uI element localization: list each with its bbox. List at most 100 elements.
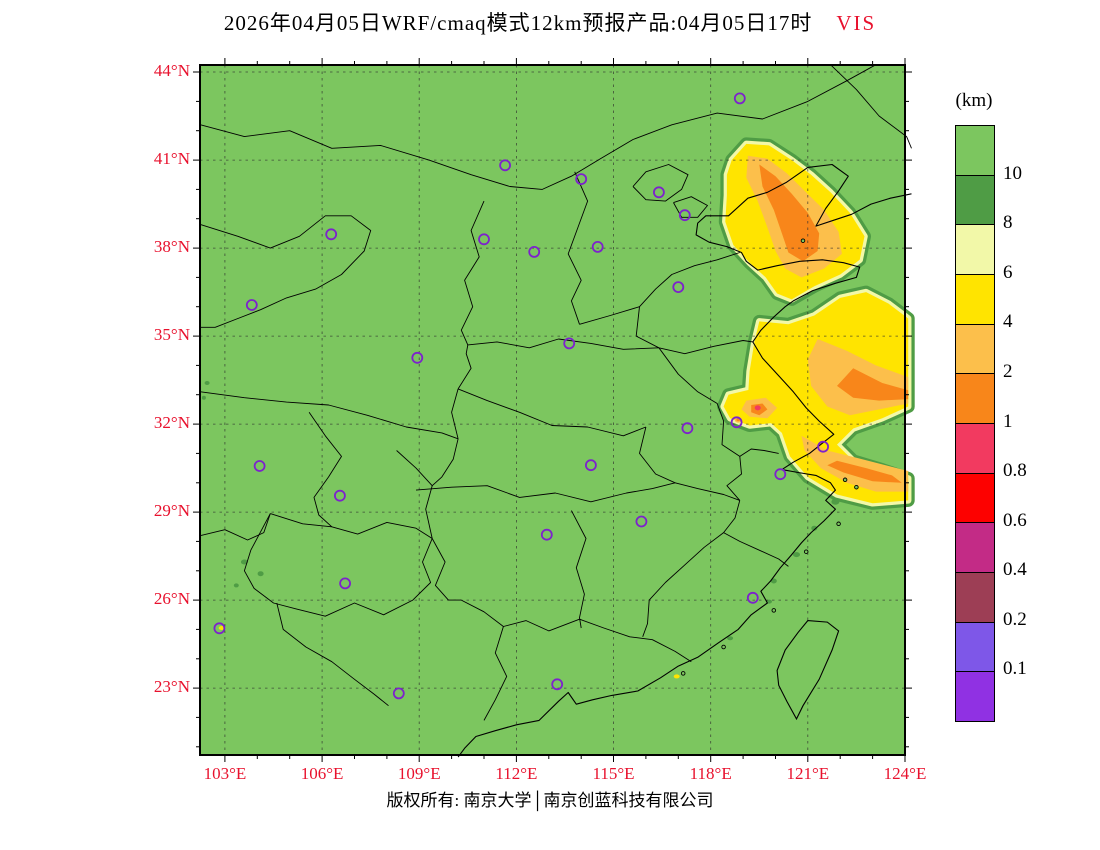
legend-boundary-label: 0.2 <box>1003 608 1027 630</box>
lon-tick-label: 118°E <box>689 764 732 783</box>
city-marker <box>817 440 829 453</box>
legend-boundary-label: 6 <box>1003 261 1013 283</box>
province-border <box>723 500 789 567</box>
city-marker <box>774 468 787 481</box>
legend-boundary-labels: 10 8 6 4 2 1 0.8 0.6 0.4 0.2 0.1 <box>1003 0 1073 850</box>
province-border <box>431 438 459 487</box>
province-border <box>567 171 589 325</box>
lon-tick-label: 103°E <box>203 764 247 783</box>
province-border <box>457 388 647 437</box>
map-frame <box>199 64 906 756</box>
title-vis-tag2: VIS <box>836 11 877 35</box>
vis-region-yunnan-speck-2 <box>257 571 264 577</box>
legend-boundary-label: 0.1 <box>1003 658 1027 680</box>
province-border <box>243 513 433 617</box>
legend-cell-0.8-1 <box>956 424 994 474</box>
city-marker <box>652 186 665 199</box>
province-border <box>639 426 676 484</box>
province-border <box>270 513 433 539</box>
vis-region-coastal-speck-3 <box>793 552 800 558</box>
vis-region-jiangsu-low-core <box>754 405 761 411</box>
legend-colorbar <box>955 125 995 722</box>
city-marker <box>325 228 338 241</box>
province-border <box>200 391 459 440</box>
taiwan-island <box>776 620 840 721</box>
lat-tick-label: 35°N <box>153 325 190 345</box>
city-marker <box>733 92 746 105</box>
island-dot <box>854 484 859 490</box>
vis-region-shantou-speck-4-6km <box>673 674 680 679</box>
lon-tick-label: 106°E <box>300 764 344 783</box>
city-marker <box>635 515 648 528</box>
legend-boundary-label: 2 <box>1003 360 1013 382</box>
legend-boundary-label: 4 <box>1003 311 1013 333</box>
province-border <box>639 252 740 308</box>
city-marker <box>730 416 743 429</box>
legend-units-label: (km) <box>955 90 993 111</box>
province-border <box>558 338 659 350</box>
vis-region-kunming-speck-4-6km <box>218 626 225 630</box>
lat-tick-label: 32°N <box>153 413 190 433</box>
city-marker <box>478 233 490 246</box>
lon-tick-label: 115°E <box>592 764 635 783</box>
legend-boundary-label: 0.6 <box>1003 509 1027 531</box>
vis-region-coastal-speck-6 <box>727 636 734 641</box>
city-marker <box>563 337 576 350</box>
vis-region-yunnan-speck-1 <box>240 559 248 565</box>
legend-boundary-label: 8 <box>1003 212 1013 234</box>
vis-region-yunnan-speck-3 <box>233 583 239 588</box>
province-border <box>415 482 740 503</box>
vis-region-coastal-speck-2 <box>811 525 818 531</box>
vis-region-coastal-speck-1 <box>831 498 840 505</box>
city-marker <box>672 281 685 294</box>
city-marker <box>591 240 604 253</box>
island-dot <box>803 549 809 554</box>
vis-region-west-speck-2 <box>201 395 206 400</box>
legend-cell-gt10 <box>956 126 994 176</box>
page-title: 2026年04月05日WRF/cmaq模式12km预报产品:04月05日17时 V… <box>0 7 1100 37</box>
city-marker <box>528 245 541 258</box>
province-border <box>726 456 742 501</box>
coastline <box>457 163 912 758</box>
province-border <box>431 538 462 601</box>
province-border <box>308 412 342 528</box>
legend-cell-0.6-0.8 <box>956 473 994 524</box>
province-border <box>461 599 692 663</box>
city-marker <box>253 460 266 472</box>
legend-cell-lt0.1 <box>956 672 994 722</box>
legend-boundary-label: 0.8 <box>1003 460 1027 482</box>
city-marker <box>681 422 694 435</box>
legend-boundary-label: 10 <box>1003 162 1022 184</box>
title-text: 2026年04月05日WRF/cmaq模式12km预报产品:04月05日17时 <box>223 11 813 35</box>
city-marker <box>411 351 424 364</box>
city-marker <box>584 459 597 472</box>
legend-cell-2-4 <box>956 324 994 375</box>
province-border <box>200 64 877 190</box>
legend-boundary-label: 0.4 <box>1003 559 1027 581</box>
city-marker <box>540 528 553 541</box>
province-border <box>451 388 459 439</box>
province-border <box>483 626 508 721</box>
island-dot <box>800 238 806 243</box>
province-border <box>658 347 779 457</box>
province-border <box>830 64 912 149</box>
city-marker <box>333 489 346 502</box>
city-marker <box>339 577 352 590</box>
legend-cell-8-10 <box>956 175 994 226</box>
island-dot <box>680 671 686 676</box>
lon-tick-label: 112°E <box>495 764 538 783</box>
lon-tick-label: 109°E <box>397 764 441 783</box>
lat-tick-label: 41°N <box>153 149 190 169</box>
legend-cell-4-6 <box>956 275 994 325</box>
city-marker <box>245 299 258 311</box>
province-border <box>642 532 724 637</box>
forecast-map <box>193 58 915 762</box>
vis-region-coastal-speck-4 <box>770 578 777 584</box>
island-dot <box>836 521 841 527</box>
vis-region-jiangsu-ring-1-2km <box>736 418 740 422</box>
island-dot <box>721 644 726 650</box>
province-border <box>200 513 271 541</box>
province-border <box>276 602 389 707</box>
city-marker <box>746 591 759 604</box>
